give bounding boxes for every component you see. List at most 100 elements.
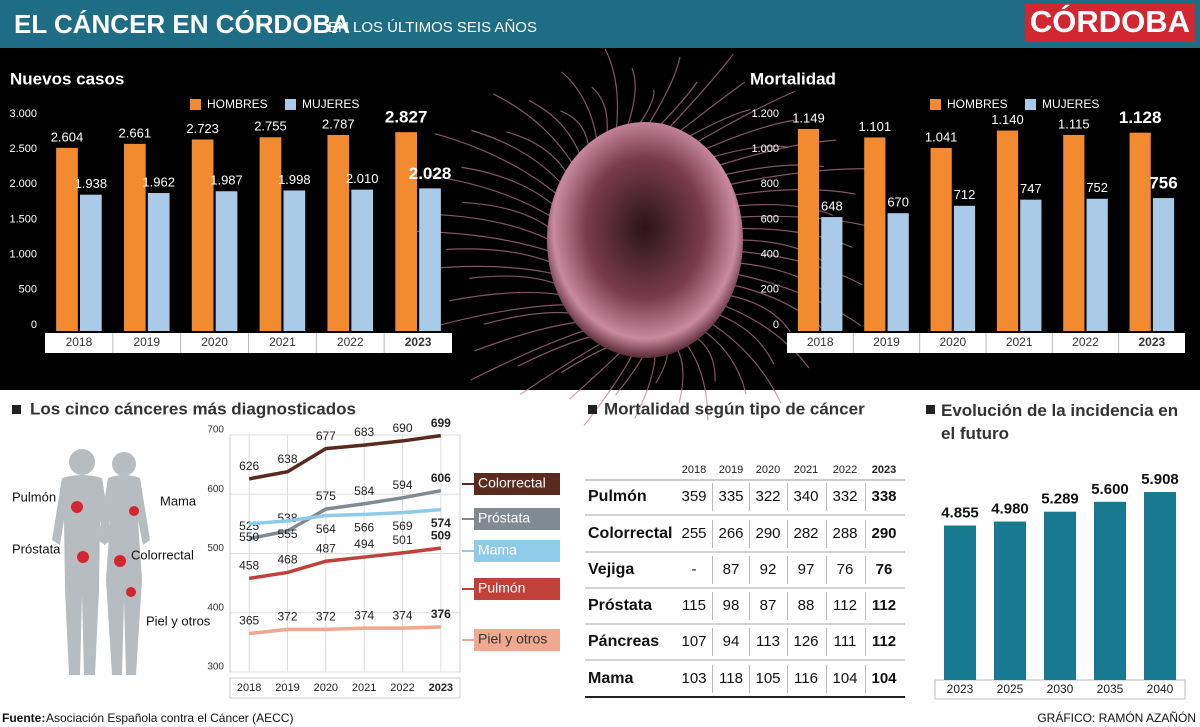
bar	[351, 189, 374, 331]
y-tick-label: 1.200	[751, 108, 779, 120]
y-tick-label: 2.500	[9, 143, 37, 155]
x-tick-label: 2035	[1097, 682, 1124, 696]
value-label: 1.987	[210, 173, 243, 188]
x-tick-label: 2020	[201, 335, 228, 349]
cell-filament	[446, 248, 553, 264]
cell-filament	[528, 99, 582, 159]
table-column-header: 2021	[794, 464, 818, 476]
value-label: 756	[1149, 174, 1177, 193]
section-title: Los cinco cánceres más diagnosticados	[30, 399, 356, 418]
x-tick-label: 2040	[1147, 682, 1174, 696]
value-label: 4.980	[991, 500, 1029, 517]
table-column-header: 2023	[872, 464, 896, 476]
bar	[215, 191, 238, 331]
cell-filament	[470, 328, 590, 381]
value-label: 2.010	[346, 171, 379, 186]
legend-label: HOMBRES	[207, 97, 268, 111]
organ-dots	[71, 501, 139, 597]
organ-label: Colorrectal	[131, 547, 194, 562]
y-tick-label: 1.000	[751, 143, 779, 155]
x-tick-label: 2018	[66, 335, 93, 349]
table-cell: 107	[681, 633, 706, 650]
table-column-header: 2020	[756, 464, 780, 476]
cell-filament	[700, 328, 747, 395]
header-bar	[0, 0, 1200, 48]
cell-filament	[683, 340, 709, 421]
line	[248, 546, 442, 581]
table-cell: 94	[723, 633, 740, 650]
table-cell: 76	[837, 561, 854, 578]
bar	[1020, 199, 1042, 331]
x-tick-label: 2025	[997, 682, 1024, 696]
y-tick-label: 0	[31, 319, 37, 331]
y-tick-label: 3.000	[9, 108, 37, 120]
value-label: 606	[431, 471, 451, 485]
cell-filament	[469, 275, 559, 286]
legend-box	[474, 508, 560, 530]
value-label: 2.028	[409, 164, 452, 183]
table-cell: 266	[718, 525, 743, 542]
value-label: 372	[277, 610, 297, 624]
value-label: 747	[1020, 181, 1042, 196]
table-cell: 112	[872, 597, 896, 614]
table-row-label: Pulmón	[588, 488, 647, 505]
legend-label: Pulmón	[478, 580, 525, 596]
value-label: 494	[354, 537, 374, 551]
value-label: 1.140	[991, 112, 1024, 127]
cell-filament	[474, 321, 582, 352]
cell-filament	[700, 119, 795, 152]
y-tick-label: 1.500	[9, 213, 37, 225]
cell-filament	[644, 56, 681, 131]
y-tick-label: 0	[773, 319, 779, 331]
x-tick-label: 2021	[1006, 335, 1033, 349]
value-label: 648	[821, 198, 843, 213]
bar	[1044, 511, 1076, 680]
x-tick-label: 2023	[405, 335, 432, 349]
value-label: 712	[954, 187, 976, 202]
bar	[1152, 198, 1175, 331]
value-label: 677	[316, 429, 336, 443]
value-label: 575	[316, 489, 336, 503]
y-tick-label: 600	[761, 213, 779, 225]
bar	[395, 132, 417, 331]
cell-filament	[483, 311, 575, 325]
cell-filament	[604, 48, 619, 136]
value-label: 2.723	[186, 121, 219, 136]
table-row-label: Páncreas	[588, 633, 659, 650]
x-tick-label: 2019	[873, 335, 900, 349]
value-label: 1.128	[1119, 108, 1162, 127]
bar	[864, 137, 886, 331]
bar	[887, 213, 909, 331]
value-label: 690	[392, 421, 412, 435]
legend-label: Colorrectal	[478, 475, 546, 491]
table-cell: 290	[871, 525, 896, 542]
cell-body	[547, 122, 743, 358]
cell-filament	[721, 304, 810, 369]
value-label: 5.908	[1141, 471, 1179, 488]
x-tick-label: 2020	[939, 335, 966, 349]
legend-box	[474, 578, 560, 600]
bar	[1094, 501, 1126, 680]
y-tick-label: 500	[207, 543, 224, 554]
y-tick-label: 200	[761, 284, 779, 296]
cell-filament	[561, 71, 599, 145]
bar	[1144, 492, 1176, 680]
bar	[953, 205, 976, 331]
table-row-label: Colorrectal	[588, 525, 672, 542]
page-subtitle: EN LOS ÚLTIMOS SEIS AÑOS	[328, 19, 537, 36]
legend-box	[474, 540, 560, 562]
table-cell: 116	[794, 670, 818, 687]
table-cell: 87	[760, 597, 777, 614]
cell-filament	[673, 81, 746, 136]
cell-filament	[708, 145, 788, 159]
table-row-label: Próstata	[588, 597, 652, 614]
value-label: 4.855	[941, 504, 979, 521]
value-label: 1.115	[1058, 116, 1090, 131]
y-tick-label: 2.000	[9, 178, 37, 190]
x-tick-label: 2022	[337, 335, 364, 349]
cell-filament	[708, 321, 782, 404]
credit: GRÁFICO: RAMÓN AZAÑÓN	[1037, 710, 1196, 725]
table-column-header: 2022	[833, 464, 857, 476]
line	[248, 433, 442, 481]
